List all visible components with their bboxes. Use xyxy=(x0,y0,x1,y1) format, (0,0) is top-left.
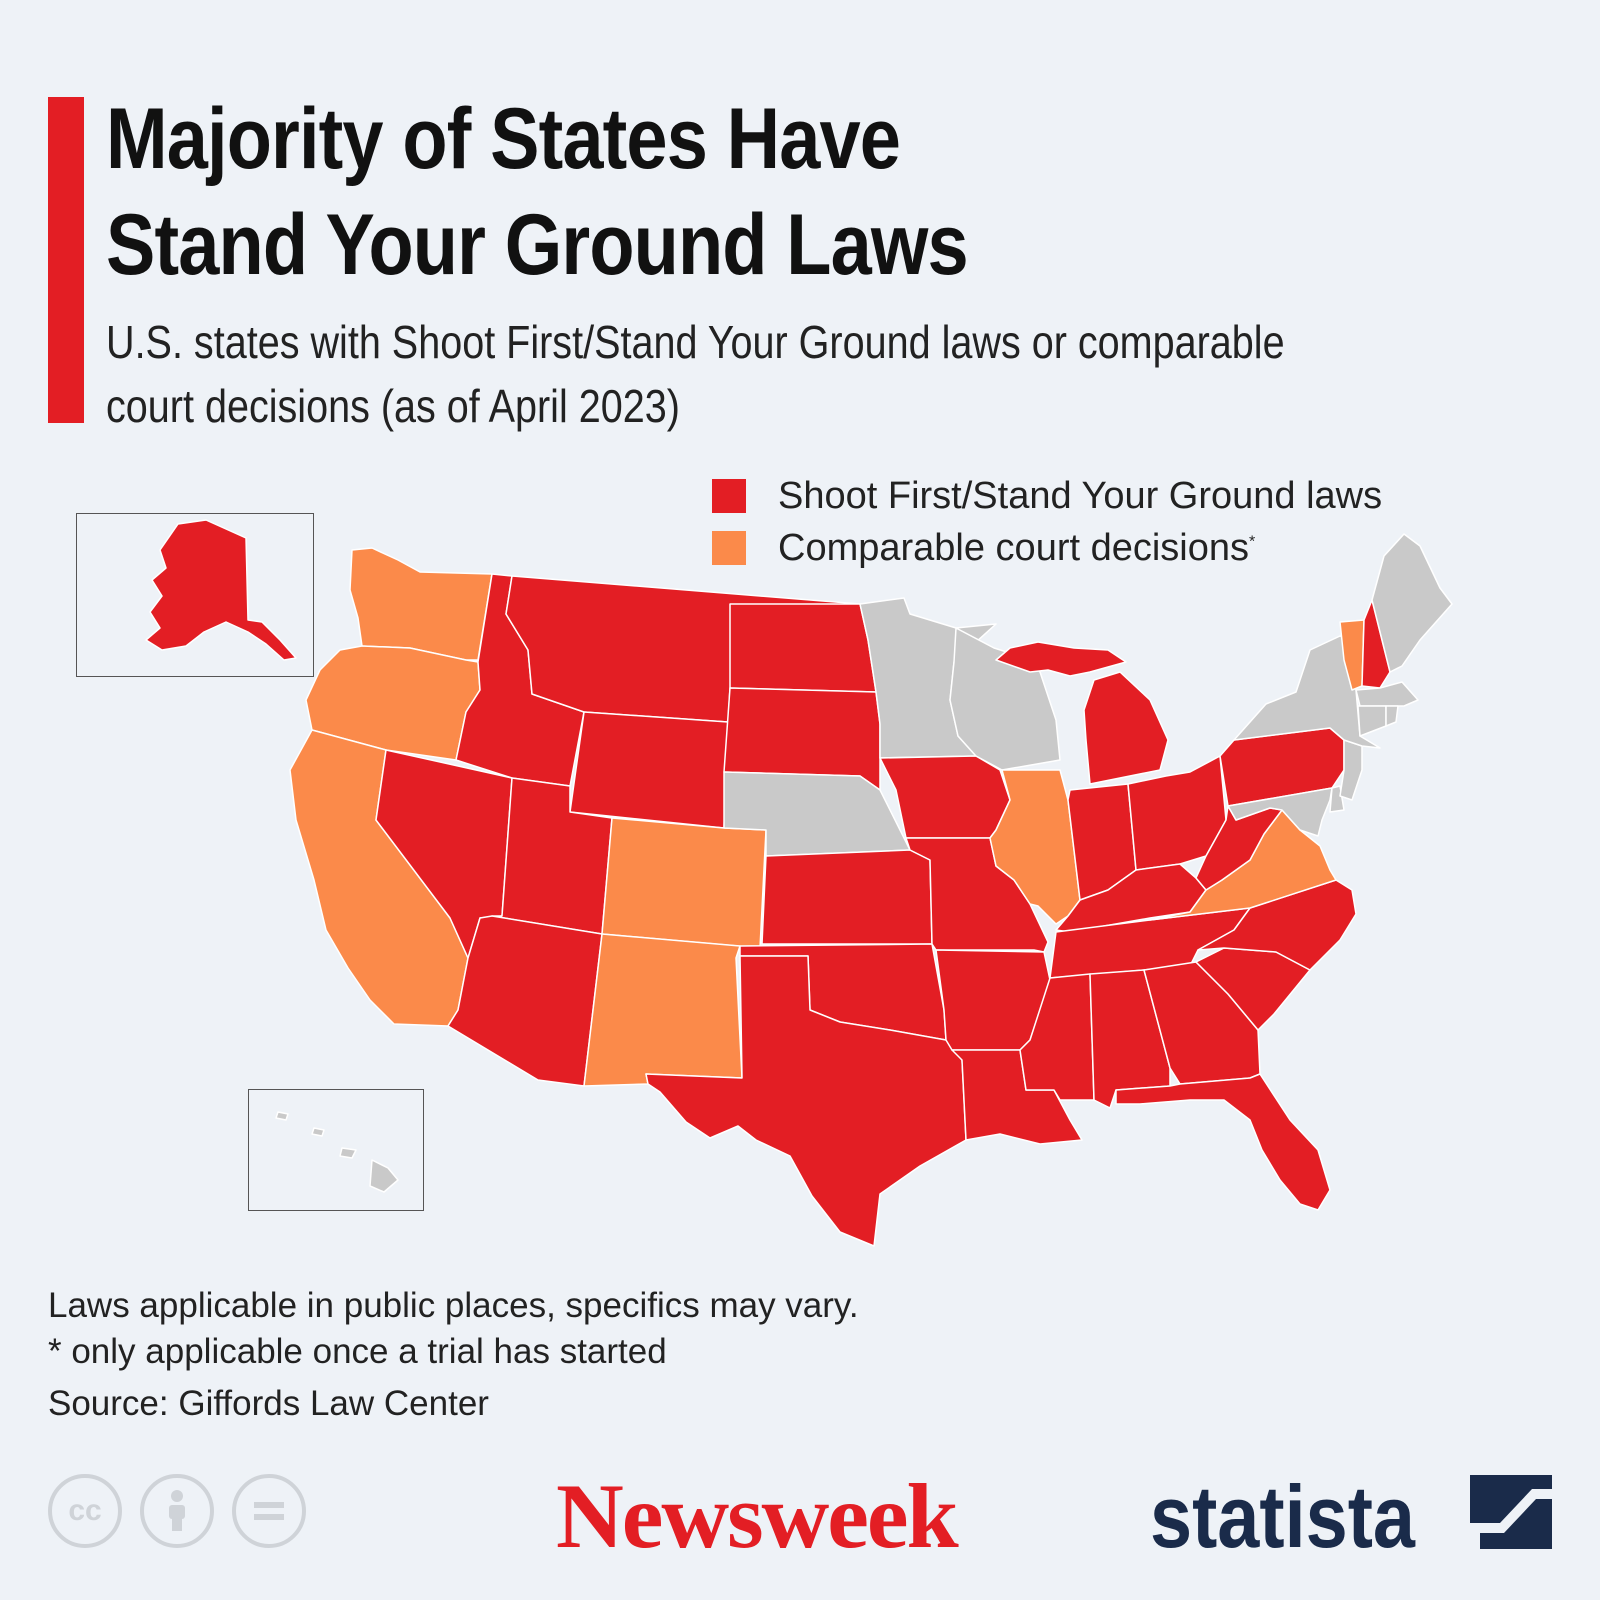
accent-bar xyxy=(48,97,84,423)
no-derivatives-icon[interactable] xyxy=(232,1474,306,1548)
license-icons: cc xyxy=(48,1474,306,1548)
newsweek-logo[interactable]: Newsweek xyxy=(556,1465,959,1567)
subtitle-line-2: court decisions (as of April 2023) xyxy=(106,380,680,432)
cc-icon[interactable]: cc xyxy=(48,1474,122,1548)
statista-mark-icon xyxy=(1470,1475,1552,1549)
state-HI-oahu xyxy=(311,1127,325,1137)
state-CO xyxy=(601,817,767,949)
state-ME xyxy=(1371,533,1453,673)
statista-logo[interactable]: statista xyxy=(1150,1467,1416,1566)
state-WY xyxy=(569,711,729,829)
subtitle-line-1: U.S. states with Shoot First/Stand Your … xyxy=(106,316,1285,368)
state-HI xyxy=(369,1159,399,1193)
state-VT xyxy=(1339,619,1365,691)
footnotes: Laws applicable in public places, specif… xyxy=(48,1283,859,1427)
chart-title: Majority of States Have Stand Your Groun… xyxy=(106,86,1310,298)
by-attribution-icon[interactable] xyxy=(140,1474,214,1548)
hawaii-inset-frame xyxy=(248,1089,424,1211)
legend-item-court: Comparable court decisions* xyxy=(712,522,1382,574)
title-line-1: Majority of States Have xyxy=(106,91,901,187)
footnote-1: Laws applicable in public places, specif… xyxy=(48,1286,859,1325)
alaska-inset-frame xyxy=(76,513,314,677)
state-MI-upper xyxy=(995,641,1127,677)
state-FL xyxy=(1115,1073,1331,1211)
state-WA xyxy=(349,547,493,661)
state-RI xyxy=(1385,705,1399,727)
title-line-2: Stand Your Ground Laws xyxy=(106,197,969,293)
state-IA xyxy=(879,755,1011,839)
state-NH xyxy=(1361,599,1391,689)
legend-swatch-law xyxy=(712,479,746,513)
state-HI-kauai xyxy=(275,1111,289,1121)
footnote-2: * only applicable once a trial has start… xyxy=(48,1332,667,1371)
source-note: Source: Giffords Law Center xyxy=(48,1384,489,1423)
state-AK xyxy=(145,519,297,661)
legend-label-court: Comparable court decisions* xyxy=(778,527,1255,570)
state-MI-lower xyxy=(1083,671,1169,785)
state-TX xyxy=(645,955,967,1247)
legend-label-law: Shoot First/Stand Your Ground laws xyxy=(778,474,1383,517)
state-KS xyxy=(761,849,933,945)
state-WV xyxy=(1195,805,1283,891)
state-HI-maui xyxy=(339,1147,357,1159)
legend-asterisk: * xyxy=(1249,532,1256,550)
legend: Shoot First/Stand Your Ground laws Compa… xyxy=(712,470,1382,574)
state-CT xyxy=(1357,705,1387,737)
chart-subtitle: U.S. states with Shoot First/Stand Your … xyxy=(106,310,1482,438)
state-NJ xyxy=(1339,739,1363,801)
state-NC xyxy=(1197,879,1357,971)
legend-label-court-text: Comparable court decisions xyxy=(778,526,1250,569)
state-NM xyxy=(583,933,743,1087)
legend-swatch-court xyxy=(712,531,746,565)
legend-item-law: Shoot First/Stand Your Ground laws xyxy=(712,470,1382,522)
state-ND xyxy=(729,603,877,693)
